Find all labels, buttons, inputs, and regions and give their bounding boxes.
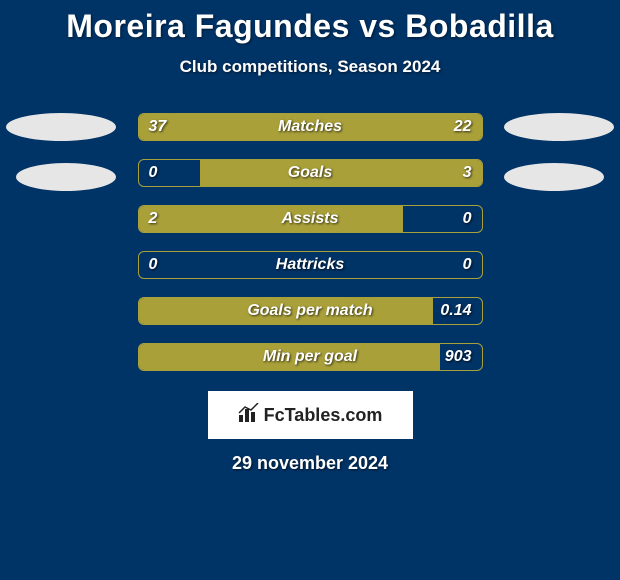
stat-bars: 37 Matches 22 0 Goals 3 2 Assists 0 0 Hattricks 0 Go… [138, 113, 483, 371]
stat-value-right: 903 [445, 348, 472, 366]
page-title: Moreira Fagundes vs Bobadilla [0, 8, 620, 45]
stat-value-right: 0 [463, 210, 472, 228]
stat-value-left: 37 [149, 118, 167, 136]
player-photo-left-2 [16, 163, 116, 191]
stat-value-left: 2 [149, 210, 158, 228]
stat-value-right: 0.14 [440, 302, 471, 320]
player-photo-left-1 [6, 113, 116, 141]
stat-value-right: 22 [454, 118, 472, 136]
logo-box: FcTables.com [208, 391, 413, 439]
stat-bar: Goals per match 0.14 [138, 297, 483, 325]
stat-bar: 0 Goals 3 [138, 159, 483, 187]
stat-bar: 0 Hattricks 0 [138, 251, 483, 279]
stat-label: Min per goal [263, 348, 357, 366]
stat-label: Matches [278, 118, 342, 136]
stat-bar-fill [200, 160, 481, 186]
stat-label: Hattricks [276, 256, 344, 274]
stat-value-right: 3 [463, 164, 472, 182]
stat-bar: Min per goal 903 [138, 343, 483, 371]
stat-value-left: 0 [149, 164, 158, 182]
subtitle: Club competitions, Season 2024 [0, 57, 620, 77]
stats-area: 37 Matches 22 0 Goals 3 2 Assists 0 0 Hattricks 0 Go… [0, 113, 620, 371]
stat-value-left: 0 [149, 256, 158, 274]
logo-text: FcTables.com [264, 405, 383, 426]
stat-bar: 2 Assists 0 [138, 205, 483, 233]
player-photo-right-2 [504, 163, 604, 191]
date-label: 29 november 2024 [0, 453, 620, 474]
stat-bar: 37 Matches 22 [138, 113, 483, 141]
bars-icon [238, 403, 260, 428]
stat-label: Goals per match [247, 302, 372, 320]
stat-label: Assists [282, 210, 339, 228]
player-photo-right-1 [504, 113, 614, 141]
stat-label: Goals [288, 164, 332, 182]
stat-value-right: 0 [463, 256, 472, 274]
stat-bar-fill [139, 206, 403, 232]
